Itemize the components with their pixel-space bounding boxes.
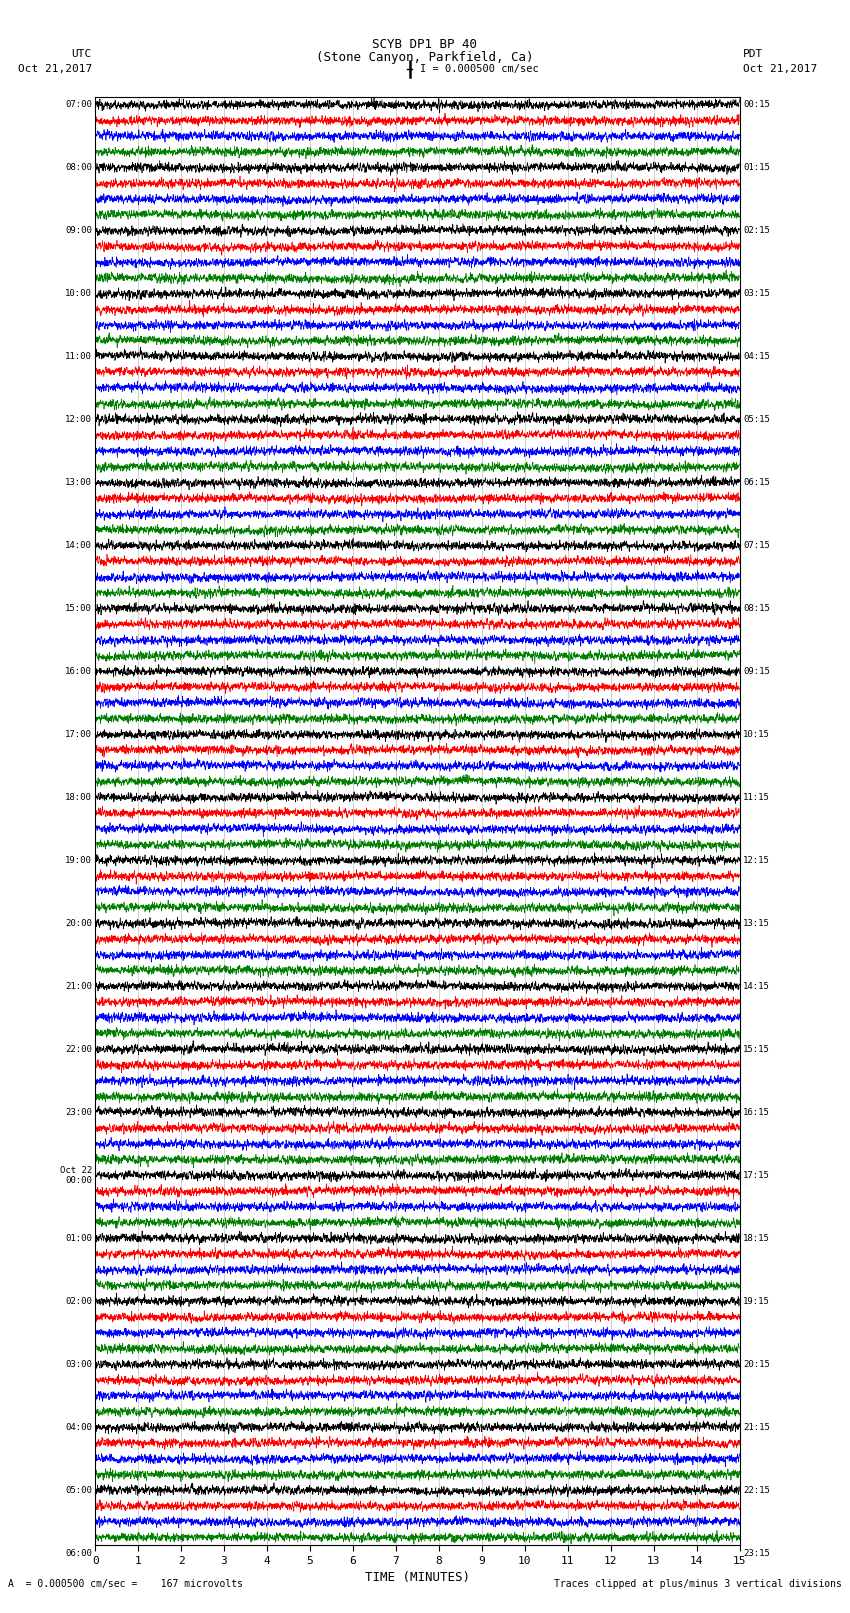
Text: 17:00: 17:00 (65, 731, 92, 739)
Text: 00:15: 00:15 (743, 100, 770, 110)
Text: 20:15: 20:15 (743, 1360, 770, 1369)
Text: 02:15: 02:15 (743, 226, 770, 235)
Text: I = 0.000500 cm/sec: I = 0.000500 cm/sec (420, 65, 539, 74)
Text: Oct 22
00:00: Oct 22 00:00 (60, 1166, 92, 1186)
Text: 10:00: 10:00 (65, 289, 92, 298)
Text: 08:00: 08:00 (65, 163, 92, 173)
Text: 16:15: 16:15 (743, 1108, 770, 1116)
Text: 15:00: 15:00 (65, 603, 92, 613)
Text: 20:00: 20:00 (65, 919, 92, 927)
Text: 21:15: 21:15 (743, 1423, 770, 1432)
Text: Traces clipped at plus/minus 3 vertical divisions: Traces clipped at plus/minus 3 vertical … (553, 1579, 842, 1589)
Text: 01:00: 01:00 (65, 1234, 92, 1242)
Text: (Stone Canyon, Parkfield, Ca): (Stone Canyon, Parkfield, Ca) (316, 50, 534, 65)
Text: 23:15: 23:15 (743, 1548, 770, 1558)
Text: 19:15: 19:15 (743, 1297, 770, 1305)
Text: Oct 21,2017: Oct 21,2017 (18, 63, 92, 74)
Text: 06:00: 06:00 (65, 1548, 92, 1558)
Text: 12:00: 12:00 (65, 415, 92, 424)
Text: 23:00: 23:00 (65, 1108, 92, 1116)
Text: 14:00: 14:00 (65, 540, 92, 550)
Text: 14:15: 14:15 (743, 982, 770, 990)
Text: 13:00: 13:00 (65, 477, 92, 487)
Text: 04:15: 04:15 (743, 352, 770, 361)
Text: 12:15: 12:15 (743, 857, 770, 865)
Text: 03:00: 03:00 (65, 1360, 92, 1369)
Text: 07:00: 07:00 (65, 100, 92, 110)
Text: 10:15: 10:15 (743, 731, 770, 739)
Text: 09:15: 09:15 (743, 666, 770, 676)
Text: PDT: PDT (743, 48, 763, 60)
Text: 02:00: 02:00 (65, 1297, 92, 1305)
Text: 01:15: 01:15 (743, 163, 770, 173)
Text: 17:15: 17:15 (743, 1171, 770, 1179)
Text: 22:15: 22:15 (743, 1486, 770, 1495)
Text: 16:00: 16:00 (65, 666, 92, 676)
Text: 06:15: 06:15 (743, 477, 770, 487)
Text: 11:00: 11:00 (65, 352, 92, 361)
Text: 05:15: 05:15 (743, 415, 770, 424)
Text: UTC: UTC (71, 48, 92, 60)
Text: 22:00: 22:00 (65, 1045, 92, 1053)
X-axis label: TIME (MINUTES): TIME (MINUTES) (365, 1571, 470, 1584)
Text: 09:00: 09:00 (65, 226, 92, 235)
Text: Oct 21,2017: Oct 21,2017 (743, 63, 817, 74)
Text: 11:15: 11:15 (743, 794, 770, 802)
Text: 18:00: 18:00 (65, 794, 92, 802)
Text: 07:15: 07:15 (743, 540, 770, 550)
Text: 05:00: 05:00 (65, 1486, 92, 1495)
Text: 03:15: 03:15 (743, 289, 770, 298)
Text: 04:00: 04:00 (65, 1423, 92, 1432)
Text: 13:15: 13:15 (743, 919, 770, 927)
Text: 18:15: 18:15 (743, 1234, 770, 1242)
Text: 08:15: 08:15 (743, 603, 770, 613)
Text: 21:00: 21:00 (65, 982, 92, 990)
Text: A  = 0.000500 cm/sec =    167 microvolts: A = 0.000500 cm/sec = 167 microvolts (8, 1579, 243, 1589)
Text: 19:00: 19:00 (65, 857, 92, 865)
Text: SCYB DP1 BP 40: SCYB DP1 BP 40 (372, 37, 478, 52)
Text: 15:15: 15:15 (743, 1045, 770, 1053)
